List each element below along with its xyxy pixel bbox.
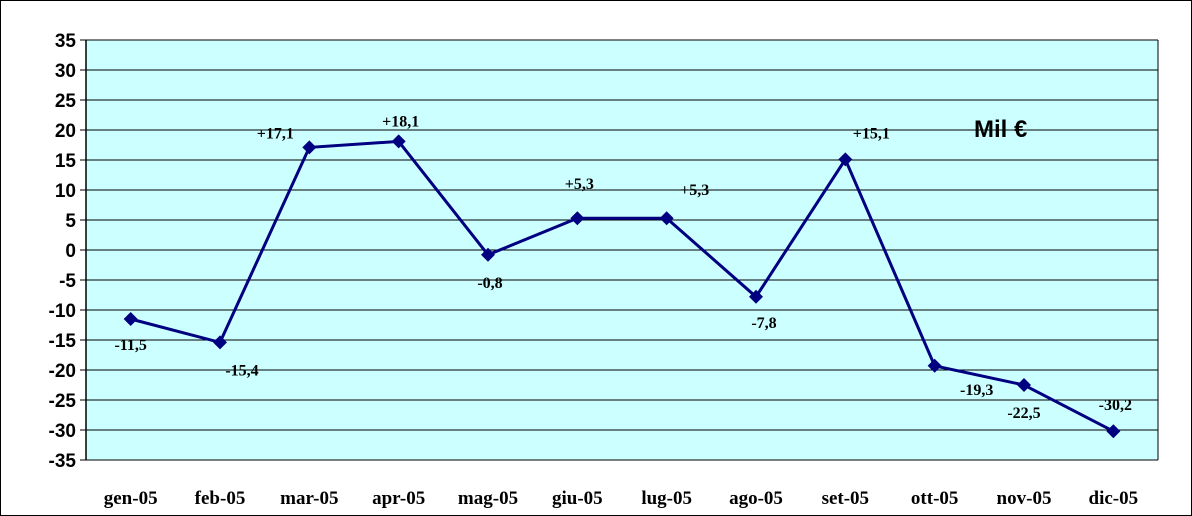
data-point (570, 211, 585, 226)
y-axis-ticks: 35 30 25 20 15 10 5 0 -5 -10 -15 -20 -25 -30 -35 (49, 31, 77, 472)
data-labels: -11,5 -15,4 +17,1 +18,1 -0,8 +5,3 +5,3 -7,8 +15,… (114, 113, 1132, 422)
data-label: -7,8 (751, 315, 776, 332)
y-tick-label: 5 (65, 211, 76, 232)
y-tick-label: -35 (49, 451, 77, 472)
data-point (659, 211, 674, 226)
y-tick-label: 15 (55, 151, 77, 172)
data-label: +17,1 (257, 125, 294, 142)
x-tick-label: lug-05 (641, 488, 692, 509)
x-tick-label: dic-05 (1089, 488, 1139, 509)
y-tick-label: 20 (55, 121, 76, 142)
y-tick-label: -25 (49, 391, 77, 412)
data-point (838, 152, 853, 167)
data-label: +18,1 (382, 113, 419, 130)
y-tick-label: 30 (55, 61, 76, 82)
gridlines (80, 39, 1159, 461)
x-tick-label: ago-05 (729, 488, 783, 509)
unit-label: Mil € (974, 116, 1027, 143)
data-point (213, 335, 227, 350)
y-tick-label: 25 (55, 91, 77, 112)
data-point (391, 134, 406, 149)
data-point (481, 247, 495, 262)
x-tick-label: nov-05 (997, 488, 1052, 509)
series-markers (123, 134, 1121, 439)
data-label: -15,4 (225, 362, 258, 379)
y-tick-label: 0 (65, 241, 76, 262)
x-tick-label: feb-05 (195, 488, 246, 509)
x-tick-label: apr-05 (372, 488, 425, 509)
data-point (1106, 424, 1121, 439)
x-axis-ticks: gen-05 feb-05 mar-05 apr-05 mag-05 giu-05 lug-… (104, 488, 1138, 509)
x-tick-label: set-05 (822, 488, 869, 509)
y-tick-label: -15 (49, 331, 77, 352)
data-label: -0,8 (477, 275, 502, 292)
y-tick-label: 35 (55, 31, 77, 52)
data-label: -30,2 (1099, 397, 1132, 414)
data-label: -22,5 (1007, 405, 1040, 422)
data-label: -11,5 (114, 337, 146, 354)
data-label: -19,3 (960, 382, 993, 399)
data-point (1017, 378, 1031, 392)
x-tick-label: mar-05 (280, 488, 338, 509)
y-tick-label: 10 (55, 181, 76, 202)
series-line (130, 139, 1115, 433)
data-point (123, 312, 138, 326)
y-tick-label: -10 (49, 301, 76, 322)
x-tick-label: ott-05 (911, 488, 958, 509)
data-point (749, 289, 763, 304)
y-tick-label: -30 (49, 421, 76, 442)
data-label: +5,3 (565, 176, 594, 193)
x-tick-label: gen-05 (104, 488, 158, 509)
data-point (927, 358, 942, 373)
data-label: +15,1 (853, 125, 890, 142)
data-point (302, 140, 317, 155)
data-label: +5,3 (680, 182, 709, 199)
y-tick-label: -20 (49, 361, 76, 382)
y-tick-label: -5 (59, 271, 76, 292)
x-tick-label: giu-05 (552, 488, 603, 509)
x-tick-label: mag-05 (458, 488, 518, 509)
